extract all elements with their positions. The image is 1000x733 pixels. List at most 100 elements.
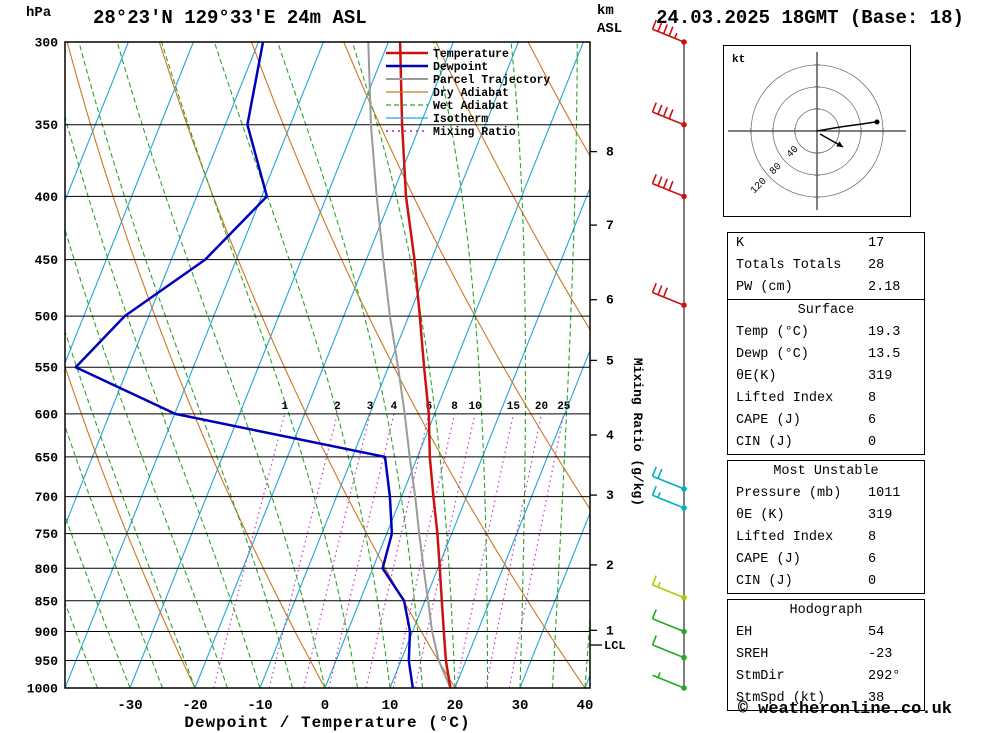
table-header: Most Unstable	[773, 464, 879, 479]
row-label: CIN (J)	[736, 435, 793, 450]
row-value: 2.18	[868, 280, 901, 295]
svg-text:3: 3	[606, 488, 614, 503]
svg-text:-30: -30	[117, 698, 142, 714]
svg-text:1: 1	[606, 623, 614, 638]
svg-text:25: 25	[557, 401, 571, 413]
mixing-ratio-lines	[213, 413, 565, 688]
table-row: Lifted Index 8	[728, 388, 924, 410]
svg-text:600: 600	[35, 407, 59, 422]
svg-text:1000: 1000	[27, 682, 58, 697]
svg-text:6: 6	[606, 293, 614, 308]
svg-text:Wet Adiabat: Wet Adiabat	[433, 100, 509, 113]
svg-text:7: 7	[606, 218, 614, 233]
wind-barb	[651, 609, 687, 635]
svg-text:3: 3	[367, 401, 374, 413]
table-row: EH 54	[728, 622, 924, 644]
lcl-label: LCL	[604, 639, 626, 653]
svg-text:Dewpoint: Dewpoint	[433, 61, 488, 74]
dewpoint-line	[74, 42, 415, 688]
parcel-trajectory-line	[367, 42, 452, 688]
table-row: CAPE (J) 6	[728, 549, 924, 571]
svg-text:2: 2	[606, 558, 614, 573]
svg-text:Mixing Ratio: Mixing Ratio	[433, 126, 516, 139]
row-value: 0	[868, 574, 877, 589]
table-row: Temp (°C) 19.3	[728, 322, 924, 344]
svg-text:8: 8	[606, 145, 614, 160]
hodograph-ring	[750, 64, 884, 198]
svg-text:5: 5	[606, 353, 614, 368]
svg-text:1: 1	[281, 401, 288, 413]
km-axis-label: km ASL	[597, 3, 623, 37]
pressure-unit-label: hPa	[26, 5, 52, 21]
svg-text:80: 80	[768, 161, 784, 177]
svg-text:15: 15	[507, 401, 521, 413]
row-label: θE(K)	[736, 369, 777, 384]
table-header: Surface	[797, 303, 855, 318]
svg-text:850: 850	[35, 594, 59, 609]
wind-barb	[651, 485, 687, 511]
hodograph-trace-endpoint	[874, 119, 880, 125]
table-row: Dewp (°C) 13.5	[728, 344, 924, 366]
row-value: 38	[868, 691, 885, 706]
pressure-tick-labels: 300 350 400 450 500 550 600 650 700 750 800 850 900 9…	[27, 36, 58, 697]
row-value: 292°	[868, 669, 901, 684]
svg-text:700: 700	[35, 490, 59, 505]
isotherms	[65, 42, 590, 688]
table-most-unstable: Most Unstable Pressure (mb) 1011 θE (K) 319 L…	[727, 460, 925, 594]
stats-tables: K 17 Totals Totals 28 PW (cm) 2.18 Surface Temp…	[727, 232, 925, 711]
row-value: 319	[868, 369, 893, 384]
row-label: StmSpd (kt)	[736, 691, 826, 706]
svg-text:450: 450	[35, 253, 59, 268]
table-row: θE (K) 319	[728, 505, 924, 527]
storm-motion-arrowhead	[836, 141, 843, 147]
plot-frame	[64, 41, 591, 689]
hodograph-ring	[772, 86, 862, 176]
row-label: Dewp (°C)	[736, 347, 809, 362]
table-row: SREH -23	[728, 644, 924, 666]
row-label: CAPE (J)	[736, 552, 801, 567]
svg-text:500: 500	[35, 310, 59, 325]
right-axis-title: Mixing Ratio (g/kg)	[630, 358, 645, 506]
row-label: K	[736, 236, 745, 251]
datetime-title: 24.03.2025 18GMT (Base: 18)	[656, 7, 964, 29]
row-label: PW (cm)	[736, 280, 793, 295]
mixing-ratio-labels: 1 2 3 4 6 8 10 15 20 25	[281, 401, 570, 413]
table-row: Lifted Index 8	[728, 527, 924, 549]
svg-text:120: 120	[749, 176, 770, 197]
row-value: 8	[868, 530, 877, 545]
row-value: 6	[868, 552, 877, 567]
row-value: 8	[868, 391, 877, 406]
row-label: SREH	[736, 647, 769, 662]
svg-text:400: 400	[35, 190, 59, 205]
table-row: CAPE (J) 6	[728, 410, 924, 432]
svg-text:Temperature: Temperature	[433, 48, 509, 61]
row-value: 319	[868, 508, 893, 523]
wind-barb	[651, 635, 687, 661]
row-value: 19.3	[868, 325, 901, 340]
station-title: 28°23'N 129°33'E 24m ASL	[93, 7, 367, 29]
svg-text:350: 350	[35, 118, 59, 133]
table-indices: K 17 Totals Totals 28 PW (cm) 2.18	[727, 232, 925, 300]
wind-barb	[651, 174, 687, 200]
row-value: 17	[868, 236, 885, 251]
copyright: © weatheronline.co.uk	[737, 700, 952, 719]
table-header: Hodograph	[789, 603, 863, 618]
row-value: 13.5	[868, 347, 901, 362]
svg-text:30: 30	[512, 698, 529, 714]
svg-text:800: 800	[35, 562, 59, 577]
row-label: StmDir	[736, 669, 785, 684]
svg-text:300: 300	[35, 36, 59, 51]
skewt-chart: 1 2 3 4 6 8 10 15 20 2530035040045050055060065070…	[27, 19, 687, 732]
table-row: Pressure (mb) 1011	[728, 483, 924, 505]
temperature-line	[398, 42, 452, 688]
table-row: StmDir 292°	[728, 666, 924, 688]
table-row: PW (cm) 2.18	[728, 277, 924, 299]
table-row: Totals Totals 28	[728, 255, 924, 277]
svg-text:10: 10	[468, 401, 481, 413]
svg-text:4: 4	[606, 428, 614, 443]
row-label: CAPE (J)	[736, 413, 801, 428]
wind-barb	[652, 672, 687, 691]
